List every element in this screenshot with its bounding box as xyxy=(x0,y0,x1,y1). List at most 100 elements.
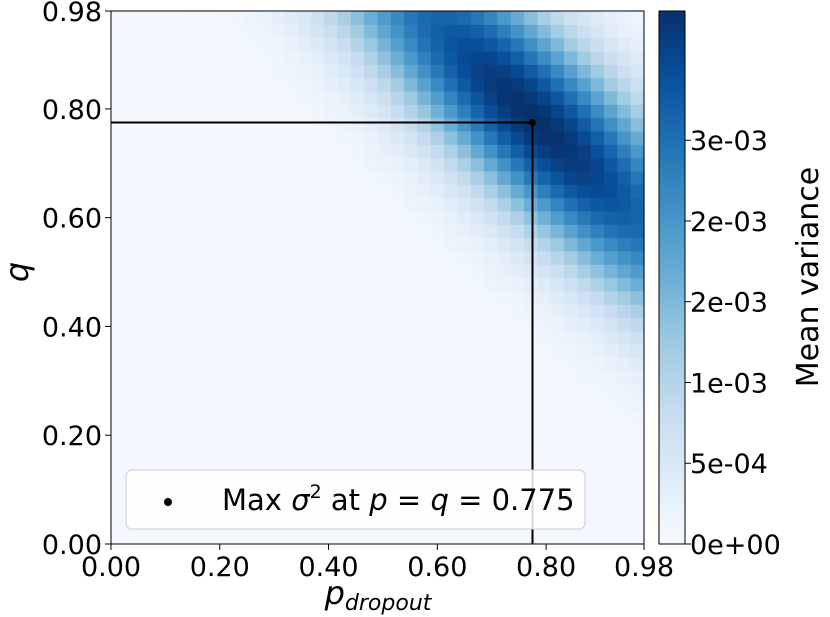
heatmap-cell xyxy=(244,117,259,132)
heatmap-cell xyxy=(470,317,485,332)
heatmap-cell xyxy=(377,130,392,145)
heatmap-cell xyxy=(417,104,432,119)
heatmap-cell xyxy=(537,64,552,79)
heatmap-cell xyxy=(577,304,592,319)
heatmap-cell xyxy=(457,104,472,119)
y-tick-label: 0.00 xyxy=(42,530,102,561)
heatmap-cell xyxy=(457,437,472,452)
heatmap-cell xyxy=(604,370,618,385)
heatmap-cell xyxy=(630,117,645,132)
heatmap-cell xyxy=(364,117,379,132)
heatmap-cell xyxy=(310,64,325,79)
heatmap-cell xyxy=(137,304,152,319)
heatmap-cell xyxy=(444,77,459,92)
heatmap-cell xyxy=(124,117,139,132)
heatmap-cell xyxy=(337,157,352,172)
heatmap-cell xyxy=(177,210,192,225)
heatmap-cell xyxy=(177,224,192,239)
heatmap-cell xyxy=(470,277,485,292)
heatmap-cell xyxy=(350,64,365,79)
heatmap-cell xyxy=(550,424,565,438)
heatmap-cell xyxy=(204,344,219,359)
heatmap-cell xyxy=(417,450,432,465)
heatmap-cell xyxy=(257,11,272,25)
heatmap-cell xyxy=(230,450,245,465)
heatmap-cell xyxy=(257,37,272,52)
heatmap-cell xyxy=(217,90,232,105)
heatmap-cell xyxy=(230,130,245,145)
heatmap-cell xyxy=(297,90,312,105)
heatmap-cell xyxy=(604,344,618,359)
heatmap-cell xyxy=(457,304,472,319)
heatmap-cell xyxy=(470,250,485,265)
heatmap-cell xyxy=(510,290,525,305)
heatmap-cell xyxy=(297,197,312,212)
heatmap-cell xyxy=(297,104,312,119)
heatmap-cell xyxy=(270,64,285,79)
heatmap-cell xyxy=(510,104,525,119)
heatmap-cell xyxy=(404,250,419,265)
heatmap-cell xyxy=(577,50,592,65)
heatmap-cell xyxy=(244,330,259,345)
heatmap-cell xyxy=(564,77,578,92)
heatmap-cell xyxy=(510,50,525,65)
heatmap-cell xyxy=(457,317,472,332)
heatmap-cell xyxy=(350,24,365,39)
heatmap-cell xyxy=(111,264,125,279)
heatmap-cell xyxy=(350,77,365,92)
heatmap-cell xyxy=(577,130,592,145)
heatmap-cell xyxy=(510,24,525,39)
heatmap-cell xyxy=(564,104,578,119)
heatmap-cell xyxy=(497,24,512,39)
heatmap-cell xyxy=(150,250,165,265)
heatmap-cell xyxy=(390,37,405,52)
heatmap-cell xyxy=(590,410,605,425)
heatmap-cell xyxy=(297,424,312,438)
heatmap-cell xyxy=(604,450,618,465)
heatmap-cell xyxy=(417,224,432,239)
heatmap-cell xyxy=(577,410,592,425)
heatmap-cell xyxy=(190,397,205,412)
heatmap-cell xyxy=(350,224,365,239)
heatmap-cell xyxy=(590,224,605,239)
heatmap-cell xyxy=(630,530,645,545)
heatmap-cell xyxy=(190,64,205,79)
heatmap-cell xyxy=(550,104,565,119)
heatmap-cell xyxy=(350,410,365,425)
heatmap-cell xyxy=(524,530,539,545)
heatmap-cell xyxy=(497,410,512,425)
heatmap-cell xyxy=(364,450,379,465)
heatmap-cell xyxy=(470,437,485,452)
heatmap-cell xyxy=(550,24,565,39)
heatmap-cell xyxy=(590,330,605,345)
heatmap-cell xyxy=(630,237,645,252)
heatmap-cell xyxy=(470,77,485,92)
heatmap-cell xyxy=(550,344,565,359)
heatmap-cell xyxy=(164,157,179,172)
heatmap-cell xyxy=(617,11,632,25)
heatmap-cell xyxy=(244,11,259,25)
heatmap-cell xyxy=(404,370,419,385)
heatmap-cell xyxy=(297,24,312,39)
heatmap-cell xyxy=(444,130,459,145)
heatmap-cell xyxy=(150,170,165,185)
heatmap-cell xyxy=(137,424,152,438)
heatmap-cell xyxy=(590,157,605,172)
heatmap-cell xyxy=(524,64,539,79)
heatmap-cell xyxy=(510,77,525,92)
heatmap-cell xyxy=(337,410,352,425)
heatmap-cell xyxy=(417,290,432,305)
heatmap-cell xyxy=(164,50,179,65)
heatmap-cell xyxy=(111,450,125,465)
heatmap-cell xyxy=(617,530,632,545)
heatmap-cell xyxy=(604,530,618,545)
heatmap-cell xyxy=(297,290,312,305)
heatmap-cell xyxy=(204,530,219,545)
heatmap-cell xyxy=(324,370,339,385)
heatmap-cell xyxy=(550,410,565,425)
heatmap-cell xyxy=(537,437,552,452)
heatmap-cell xyxy=(470,50,485,65)
heatmap-cell xyxy=(430,24,445,39)
heatmap-cell xyxy=(337,144,352,159)
heatmap-cell xyxy=(537,77,552,92)
